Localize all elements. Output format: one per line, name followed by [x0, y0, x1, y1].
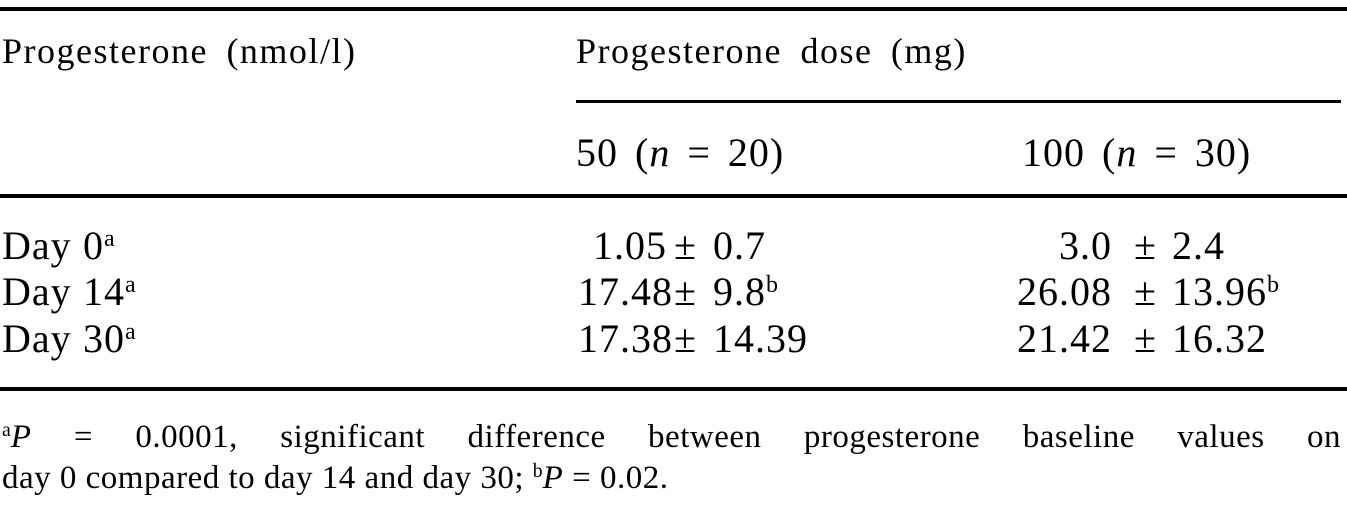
mean-value: 17.38	[578, 316, 673, 361]
sd-value: 9.8	[712, 269, 766, 314]
row-label: Day 0a	[2, 222, 115, 269]
dose100-post: = 30)	[1137, 130, 1252, 175]
mean-value: 26.08	[1017, 269, 1112, 314]
plus-minus-sign: ±	[674, 316, 697, 361]
footnote-text: day 0 compared to day 14 and day 30;	[2, 460, 533, 496]
mean-value: 3.0	[1059, 223, 1112, 268]
plus-minus-sign: ±	[1134, 223, 1157, 268]
table-row-day-0: Day 0a 1.05 ±0.7 3.0 ±2.4	[0, 222, 1347, 269]
value-superscript: b	[1266, 271, 1279, 298]
value-cell-dose100: 21.42 ±16.32	[1008, 315, 1267, 362]
footnote-text: = 0.0001, significant difference between…	[31, 419, 1341, 455]
mean-value: 17.48	[578, 269, 673, 314]
row-label-number: 0	[83, 223, 104, 268]
stub-header: Progesterone (nmol/l)	[2, 31, 357, 71]
value-superscript: b	[765, 271, 778, 298]
mean-value: 21.42	[1017, 316, 1112, 361]
row-label-word: Day	[2, 316, 72, 361]
value-cell-dose100: 26.08 ±13.96b	[1008, 268, 1279, 315]
footnote-text: = 0.02.	[563, 460, 669, 496]
row-label-superscript: a	[125, 318, 136, 345]
row-label: Day 30a	[2, 315, 136, 362]
mean-value: 1.05	[593, 223, 667, 268]
row-label-word: Day	[2, 269, 72, 314]
row-label-number: 14	[83, 269, 125, 314]
body-footnote-rule	[0, 387, 1347, 391]
sd-value: 2.4	[1171, 223, 1225, 268]
table-row-day-14: Day 14a 17.48± 9.8b 26.08 ±13.96b	[0, 268, 1347, 315]
header-body-rule	[0, 194, 1347, 198]
sd-value: 14.39	[712, 316, 808, 361]
footnote-p-italic: P	[542, 460, 564, 496]
row-label-superscript: a	[125, 271, 136, 298]
value-cell-dose50: 17.38± 14.39	[578, 315, 808, 362]
footnote-line-1: aP = 0.0001, significant difference betw…	[2, 417, 1341, 458]
dose100-n-italic: n	[1116, 130, 1138, 175]
column-header-dose-100: 100 (n = 30)	[1022, 129, 1251, 176]
dose50-pre: 50 (	[576, 130, 650, 175]
table-footnote: aP = 0.0001, significant difference betw…	[2, 417, 1341, 499]
row-label-word: Day	[2, 223, 72, 268]
row-label-number: 30	[83, 316, 125, 361]
value-cell-dose50: 1.05 ±0.7	[578, 222, 766, 269]
table-top-rule	[0, 7, 1347, 11]
span-header-rule	[576, 100, 1341, 103]
sd-value: 16.32	[1171, 316, 1267, 361]
footnote-superscript-a: a	[2, 419, 11, 442]
value-cell-dose100: 3.0 ±2.4	[1008, 222, 1225, 269]
plus-minus-sign: ±	[1134, 316, 1157, 361]
row-label-superscript: a	[104, 225, 115, 252]
row-label: Day 14a	[2, 268, 136, 315]
value-cell-dose50: 17.48± 9.8b	[578, 268, 778, 315]
plus-minus-sign: ±	[1134, 269, 1157, 314]
dose50-n-italic: n	[649, 130, 671, 175]
column-header-dose-50: 50 (n = 20)	[576, 129, 784, 176]
sd-value: 13.96	[1171, 269, 1267, 314]
sd-value: 0.7	[712, 223, 766, 268]
span-header: Progesterone dose (mg)	[576, 31, 967, 71]
plus-minus-sign: ±	[674, 269, 697, 314]
table-row-day-30: Day 30a 17.38± 14.39 21.42 ±16.32	[0, 315, 1347, 362]
footnote-p-italic: P	[10, 419, 32, 455]
plus-minus-sign: ±	[674, 223, 697, 268]
footnote-line-2: day 0 compared to day 14 and day 30; bP …	[2, 458, 1341, 499]
footnote-superscript-b: b	[532, 460, 543, 483]
dose50-post: = 20)	[670, 130, 785, 175]
dose100-pre: 100 (	[1022, 130, 1117, 175]
